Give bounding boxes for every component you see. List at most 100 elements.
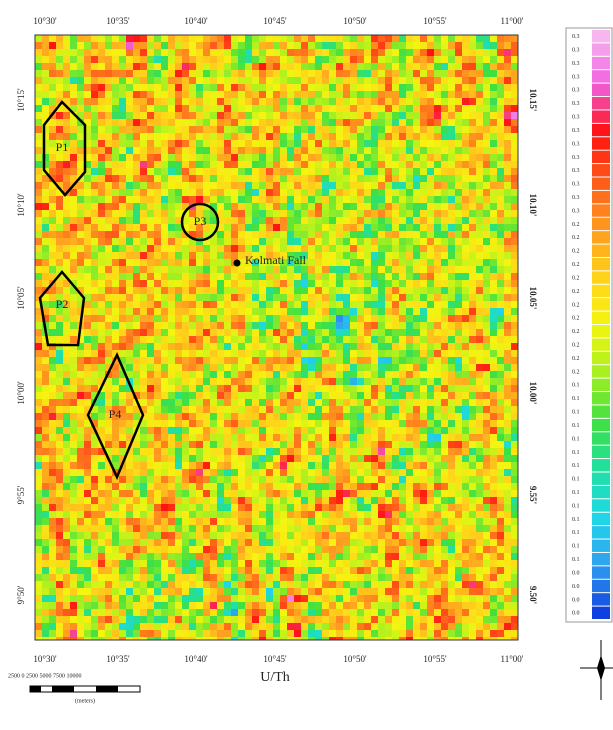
raster-cell — [126, 483, 133, 490]
raster-cell — [161, 364, 168, 371]
raster-cell — [287, 217, 294, 224]
raster-cell — [294, 238, 301, 245]
raster-cell — [266, 147, 273, 154]
raster-cell — [504, 280, 511, 287]
raster-cell — [91, 182, 98, 189]
raster-cell — [399, 119, 406, 126]
raster-cell — [63, 511, 70, 518]
raster-cell — [378, 35, 385, 42]
raster-cell — [336, 105, 343, 112]
raster-cell — [217, 343, 224, 350]
raster-cell — [77, 343, 84, 350]
raster-cell — [490, 525, 497, 532]
raster-cell — [294, 336, 301, 343]
raster-cell — [476, 280, 483, 287]
raster-cell — [329, 518, 336, 525]
raster-cell — [406, 112, 413, 119]
raster-cell — [105, 427, 112, 434]
raster-cell — [280, 308, 287, 315]
raster-cell — [301, 273, 308, 280]
raster-cell — [469, 259, 476, 266]
raster-cell — [434, 259, 441, 266]
raster-cell — [84, 490, 91, 497]
raster-cell — [182, 329, 189, 336]
raster-cell — [217, 483, 224, 490]
raster-cell — [476, 182, 483, 189]
raster-cell — [119, 84, 126, 91]
raster-cell — [196, 462, 203, 469]
raster-cell — [112, 84, 119, 91]
raster-cell — [287, 273, 294, 280]
raster-cell — [399, 434, 406, 441]
raster-cell — [63, 469, 70, 476]
raster-cell — [217, 98, 224, 105]
raster-cell — [238, 399, 245, 406]
raster-cell — [448, 231, 455, 238]
raster-cell — [154, 427, 161, 434]
raster-cell — [119, 413, 126, 420]
raster-cell — [273, 112, 280, 119]
raster-cell — [455, 315, 462, 322]
raster-cell — [357, 357, 364, 364]
raster-cell — [238, 140, 245, 147]
raster-cell — [420, 77, 427, 84]
raster-cell — [70, 371, 77, 378]
raster-cell — [259, 91, 266, 98]
raster-cell — [308, 259, 315, 266]
raster-cell — [238, 280, 245, 287]
raster-cell — [98, 413, 105, 420]
raster-cell — [182, 182, 189, 189]
raster-cell — [105, 105, 112, 112]
raster-cell — [238, 189, 245, 196]
raster-cell — [91, 91, 98, 98]
raster-cell — [35, 147, 42, 154]
raster-cell — [301, 203, 308, 210]
raster-cell — [385, 77, 392, 84]
raster-cell — [182, 273, 189, 280]
raster-cell — [238, 462, 245, 469]
raster-cell — [427, 357, 434, 364]
raster-cell — [378, 343, 385, 350]
raster-cell — [196, 168, 203, 175]
raster-cell — [105, 49, 112, 56]
raster-cell — [224, 140, 231, 147]
raster-cell — [126, 287, 133, 294]
raster-cell — [343, 483, 350, 490]
raster-cell — [420, 518, 427, 525]
raster-cell — [119, 217, 126, 224]
raster-cell — [49, 315, 56, 322]
raster-cell — [448, 406, 455, 413]
raster-cell — [364, 98, 371, 105]
raster-cell — [357, 49, 364, 56]
raster-cell — [392, 385, 399, 392]
raster-cell — [231, 385, 238, 392]
raster-cell — [301, 210, 308, 217]
raster-cell — [70, 266, 77, 273]
raster-cell — [385, 252, 392, 259]
raster-cell — [182, 91, 189, 98]
raster-cell — [168, 427, 175, 434]
raster-cell — [322, 420, 329, 427]
raster-cell — [280, 511, 287, 518]
raster-cell — [154, 469, 161, 476]
raster-cell — [511, 308, 518, 315]
raster-cell — [196, 490, 203, 497]
raster-cell — [504, 259, 511, 266]
raster-cell — [483, 70, 490, 77]
raster-cell — [476, 245, 483, 252]
raster-cell — [105, 273, 112, 280]
raster-cell — [511, 238, 518, 245]
raster-cell — [112, 371, 119, 378]
raster-cell — [259, 490, 266, 497]
raster-cell — [322, 56, 329, 63]
raster-cell — [112, 336, 119, 343]
raster-cell — [434, 140, 441, 147]
raster-cell — [420, 350, 427, 357]
raster-cell — [378, 273, 385, 280]
raster-cell — [378, 196, 385, 203]
raster-cell — [392, 231, 399, 238]
raster-cell — [308, 476, 315, 483]
raster-cell — [77, 126, 84, 133]
raster-cell — [511, 329, 518, 336]
raster-cell — [63, 455, 70, 462]
